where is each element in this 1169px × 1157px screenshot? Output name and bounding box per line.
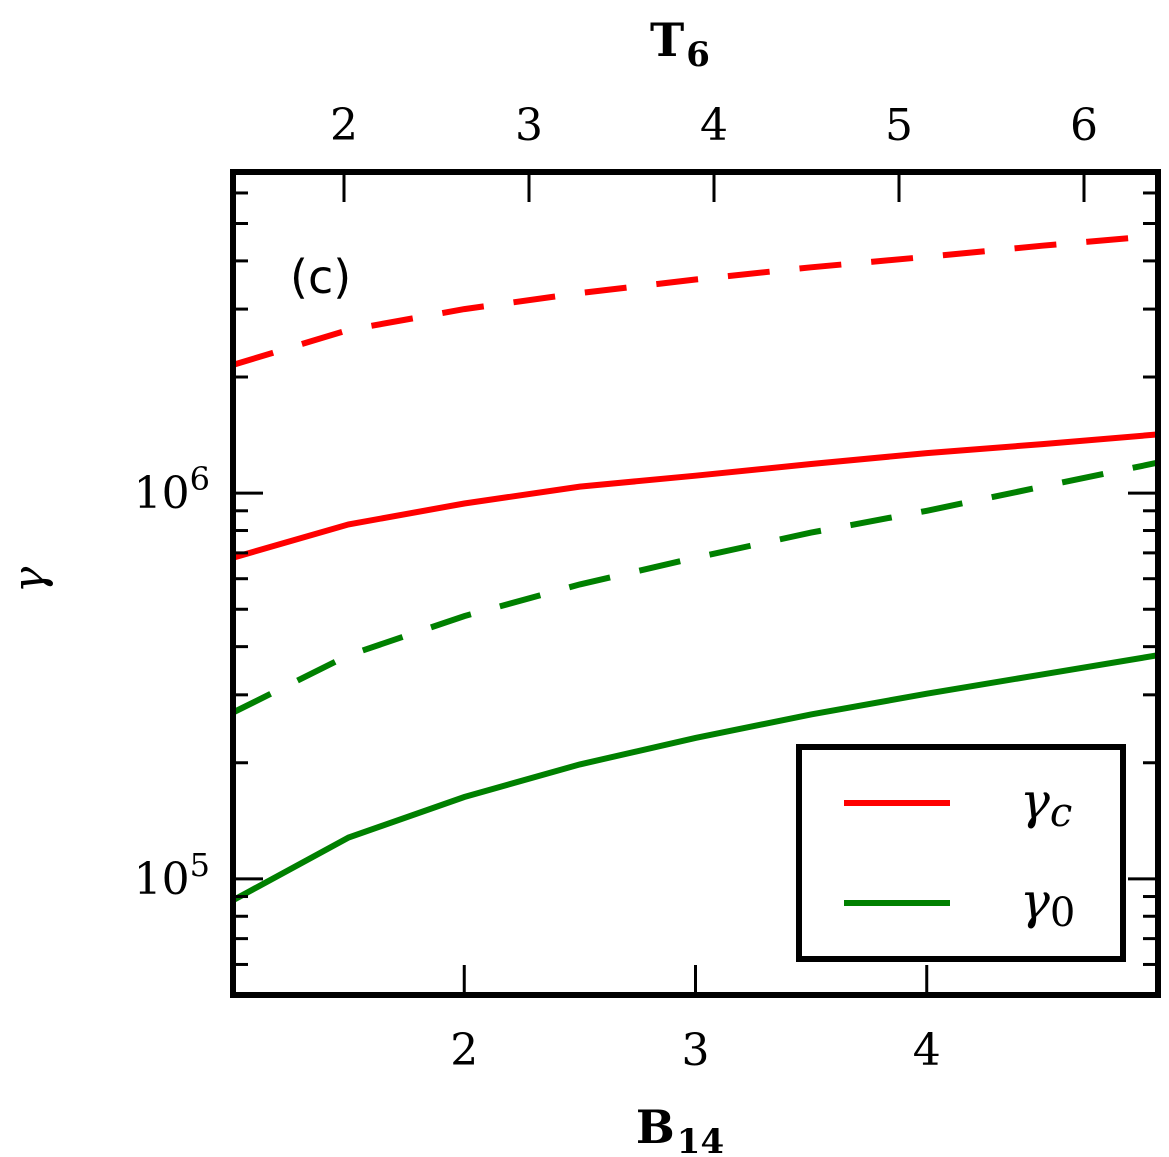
x-tick-label: 4	[913, 1025, 941, 1076]
x-tick-label: 3	[682, 1025, 710, 1076]
x-tick-label: 2	[450, 1025, 478, 1076]
top-x-tick-label: 6	[1070, 100, 1098, 151]
gamma-0-solid-line	[231, 652, 1159, 903]
gamma-c-dashed-line	[232, 232, 1159, 368]
y-tick-label: 106	[134, 460, 210, 519]
legend-box	[796, 744, 1126, 962]
y-axis-title: γ	[4, 566, 55, 593]
panel-label: (c)	[290, 250, 351, 304]
plot-frame	[230, 169, 1161, 998]
y-tick-label: 105	[134, 846, 210, 905]
top-x-tick-label: 5	[885, 100, 913, 151]
top-x-tick-label: 2	[330, 100, 358, 151]
legend: γc γ0	[796, 744, 1126, 962]
legend-label-gamma-c: γc	[1020, 772, 1072, 836]
top-x-tick-label: 4	[700, 100, 728, 151]
gamma-c-solid-line	[232, 431, 1159, 561]
gamma-0-dashed-line	[231, 459, 1159, 716]
bottom-axis-title: B14	[636, 1100, 724, 1157]
top-axis-title: T6	[650, 13, 710, 75]
legend-label-gamma-0: γ0	[1020, 872, 1075, 936]
top-x-tick-label: 3	[515, 100, 543, 151]
series-layer	[231, 232, 1159, 903]
